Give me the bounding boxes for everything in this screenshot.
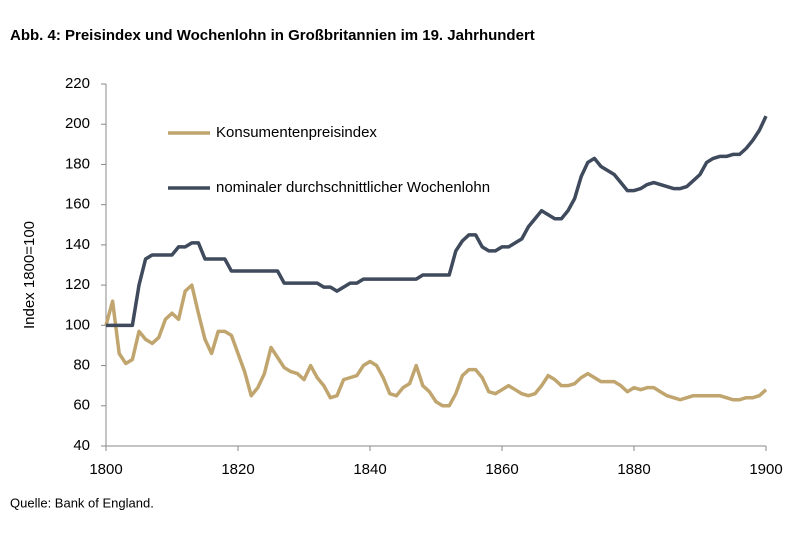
x-tick-label: 1860 — [485, 461, 518, 478]
x-tick-label: 1900 — [749, 461, 782, 478]
y-tick-label: 100 — [65, 316, 90, 333]
series-line — [106, 115, 768, 328]
y-tick-label: 140 — [65, 236, 90, 253]
y-tick-label: 180 — [65, 155, 90, 172]
y-tick-label: 120 — [65, 276, 90, 293]
y-tick-label: 160 — [65, 196, 90, 213]
chart-title: Abb. 4: Preisindex und Wochenlohn in Gro… — [10, 27, 535, 44]
y-tick-label: 80 — [73, 357, 90, 374]
y-tick-label: 60 — [73, 397, 90, 414]
x-tick-label: 1840 — [353, 461, 386, 478]
source: Quelle: Bank of England. — [10, 495, 154, 510]
legend-label: Konsumentenpreisindex — [216, 124, 377, 141]
y-tick-label: 200 — [65, 115, 90, 132]
legend-label: nominaler durchschnittlicher Wochenlohn — [216, 179, 490, 196]
x-tick-label: 1820 — [221, 461, 254, 478]
x-tick-label: 1800 — [89, 461, 122, 478]
x-tick-label: 1880 — [617, 461, 650, 478]
series-line — [104, 283, 768, 408]
y-tick-label: 40 — [73, 437, 90, 454]
y-tick-label: 220 — [65, 75, 90, 92]
y-axis-label: Index 1800=100 — [21, 221, 38, 329]
